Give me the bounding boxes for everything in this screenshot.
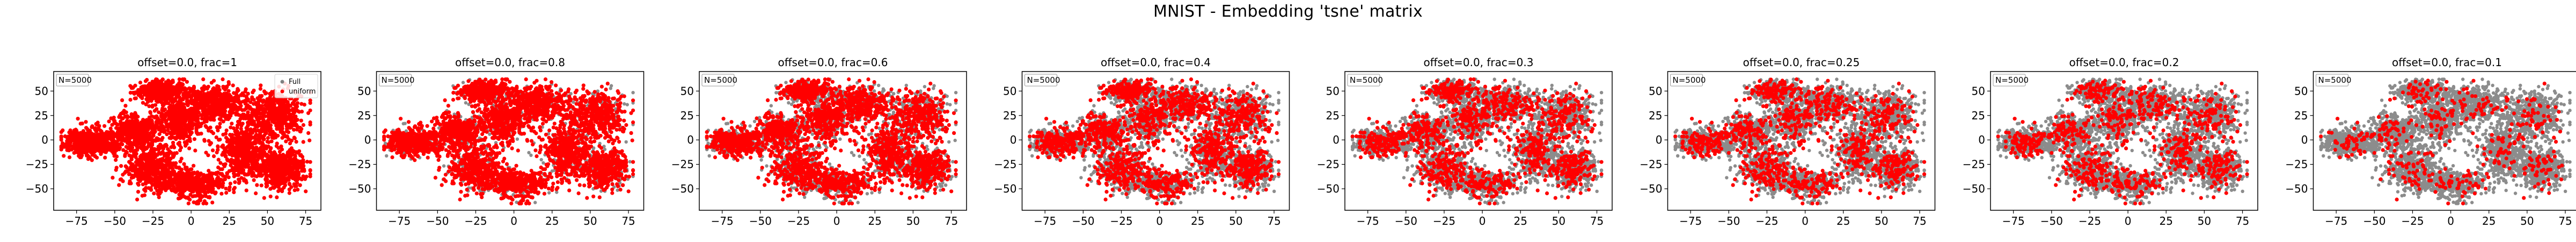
scatter-points	[59, 77, 312, 205]
figure-title: MNIST - Embedding 'tsne' matrix	[0, 2, 2576, 21]
